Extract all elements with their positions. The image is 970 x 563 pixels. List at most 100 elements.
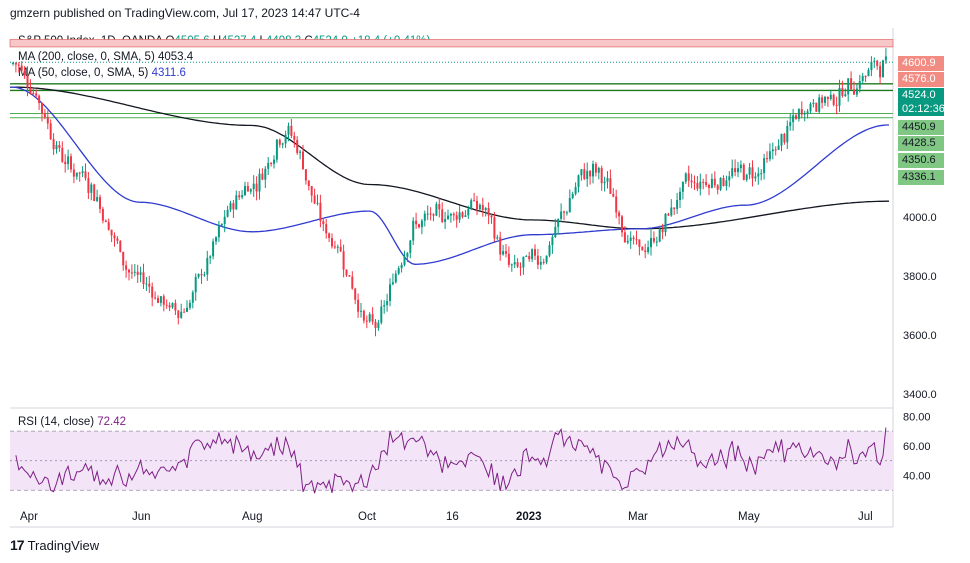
- candle-body: [449, 213, 452, 216]
- candle-body: [12, 62, 14, 64]
- candle-body: [655, 241, 658, 243]
- candle-body: [316, 202, 319, 204]
- candle-body: [580, 169, 583, 176]
- tradingview-logo-icon: 17: [10, 537, 25, 553]
- candle-body: [664, 213, 667, 233]
- candle-body: [461, 212, 464, 217]
- candle-body: [87, 178, 90, 193]
- price-axis[interactable]: 3400.03600.03800.04000.04200.080.0060.00…: [903, 153, 937, 483]
- candle-body: [476, 200, 478, 210]
- candle-body: [238, 195, 241, 198]
- candle-body: [496, 237, 499, 239]
- candle-body: [296, 139, 299, 153]
- candle-body: [72, 169, 75, 177]
- candle-body: [719, 178, 722, 190]
- candle-body: [438, 204, 441, 210]
- candle-body: [861, 75, 864, 82]
- candle-body: [197, 274, 200, 277]
- candle-body: [322, 221, 325, 225]
- candle-body: [386, 300, 389, 306]
- candle-body: [90, 184, 93, 193]
- candle-body: [133, 271, 136, 273]
- candle-body: [252, 183, 255, 190]
- candle-body: [797, 109, 800, 119]
- candle-body: [159, 296, 162, 303]
- candle-body: [217, 225, 220, 238]
- candle-body: [458, 212, 461, 220]
- candle-body: [618, 212, 621, 217]
- candle-body: [713, 178, 716, 186]
- rsi-legend: RSI (14, close) 72.42: [18, 416, 126, 428]
- candle-body: [261, 173, 264, 180]
- candle-body: [93, 184, 96, 201]
- candle-body: [177, 310, 180, 318]
- ma200-value: 4053.4: [157, 51, 194, 63]
- candle-body: [293, 135, 296, 140]
- candle-body: [594, 163, 597, 173]
- candle-body: [209, 256, 212, 258]
- candle-body: [789, 122, 792, 126]
- candle-body: [612, 193, 615, 197]
- candle-body: [592, 163, 594, 177]
- candle-body: [545, 255, 548, 263]
- candle-body: [304, 169, 307, 181]
- candle-body: [122, 251, 125, 266]
- candle-body: [194, 276, 197, 293]
- candle-body: [432, 214, 435, 216]
- candle-body: [200, 274, 203, 276]
- time-axis[interactable]: Apr Jun Aug Oct 16 2023 Mar May Jul: [20, 511, 873, 523]
- support-tag-3: 4350.6: [898, 153, 944, 168]
- candle-body: [818, 97, 821, 112]
- footer-brand[interactable]: 17 TradingView: [10, 537, 99, 553]
- candle-body: [452, 213, 455, 216]
- candle-body: [435, 204, 438, 216]
- candle-body: [325, 224, 328, 234]
- candle-body: [145, 283, 148, 285]
- candle-body: [299, 151, 302, 153]
- candle-body: [310, 186, 313, 196]
- time-tick-label: Oct: [358, 511, 377, 523]
- candle-body: [728, 176, 731, 181]
- candle-body: [191, 292, 194, 303]
- candle-body: [490, 215, 493, 218]
- candle-body: [26, 74, 29, 88]
- candle-body: [339, 246, 342, 252]
- rsi-pane[interactable]: [10, 427, 893, 494]
- last-price-value: 4524.0: [902, 89, 936, 101]
- candle-body: [467, 208, 470, 216]
- ma200-label[interactable]: MA (200, close, 0, SMA, 5): [18, 51, 155, 63]
- candle-body: [168, 305, 171, 308]
- candle-body: [287, 125, 290, 135]
- candle-body: [154, 297, 157, 299]
- candle-body: [676, 200, 679, 209]
- candle-body: [841, 87, 844, 96]
- candle-body: [879, 65, 882, 78]
- candle-body: [470, 200, 473, 209]
- candle-body: [536, 255, 539, 265]
- candle-body: [426, 213, 429, 215]
- ma50-label[interactable]: MA (50, close, 0, SMA, 5): [18, 67, 149, 79]
- ma50-path: [10, 86, 889, 265]
- candle-body: [246, 186, 249, 192]
- candle-body: [621, 216, 623, 233]
- candle-body: [800, 109, 803, 115]
- candle-body: [348, 275, 351, 277]
- candle-body: [455, 215, 458, 220]
- candle-body: [206, 257, 209, 275]
- candle-body: [113, 235, 116, 239]
- candle-body: [215, 237, 217, 242]
- candle-body: [389, 284, 391, 301]
- candle-body: [589, 170, 592, 177]
- candle-body: [858, 81, 861, 89]
- candle-body: [554, 226, 557, 238]
- rsi-label[interactable]: RSI (14, close): [18, 416, 95, 428]
- candle-body: [551, 237, 554, 246]
- candle-body: [241, 195, 244, 198]
- candle-body: [46, 117, 49, 124]
- candle-body: [383, 305, 386, 307]
- time-tick-label: Aug: [242, 511, 262, 523]
- candle-body: [867, 70, 870, 77]
- candle-body: [302, 151, 304, 170]
- candle-body: [377, 322, 380, 329]
